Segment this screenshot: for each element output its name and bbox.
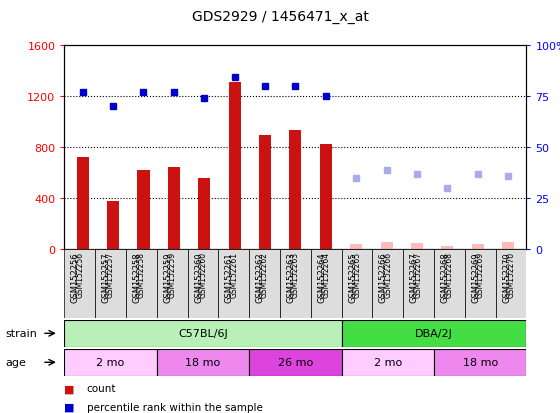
Bar (411, 244, 423, 250)
Text: ■: ■ (64, 402, 75, 412)
Text: GSM152268: GSM152268 (445, 251, 454, 297)
Bar (157, 349, 249, 376)
Bar (472, 244, 484, 250)
Text: GSM152266: GSM152266 (379, 252, 388, 303)
Bar (64, 250, 95, 318)
Bar (441, 246, 454, 250)
Bar (259, 136, 271, 250)
Bar (198, 178, 211, 250)
Text: C57BL/6J: C57BL/6J (178, 328, 228, 339)
Text: strain: strain (6, 328, 38, 339)
Bar (249, 349, 342, 376)
Text: count: count (87, 383, 116, 393)
Bar (95, 250, 126, 318)
Text: 26 mo: 26 mo (278, 357, 313, 368)
Text: GSM152259: GSM152259 (163, 252, 172, 302)
Text: GSM152269: GSM152269 (471, 252, 480, 302)
Bar (137, 171, 150, 250)
Text: GSM152257: GSM152257 (106, 251, 115, 297)
Text: 2 mo: 2 mo (96, 357, 125, 368)
Text: GSM152268: GSM152268 (440, 252, 449, 303)
Text: 18 mo: 18 mo (463, 357, 498, 368)
Bar (168, 168, 180, 250)
Bar (77, 158, 88, 250)
Text: GSM152270: GSM152270 (506, 251, 516, 297)
Text: GSM152267: GSM152267 (414, 251, 423, 297)
Text: GSM152270: GSM152270 (502, 252, 511, 302)
Bar (188, 250, 218, 318)
Text: GSM152260: GSM152260 (198, 251, 208, 297)
Text: GSM152265: GSM152265 (348, 252, 357, 302)
Text: GDS2929 / 1456471_x_at: GDS2929 / 1456471_x_at (192, 10, 368, 24)
Bar (157, 250, 188, 318)
Bar (228, 83, 241, 250)
Bar (434, 250, 465, 318)
Text: GSM152261: GSM152261 (225, 252, 234, 302)
Text: GSM152256: GSM152256 (71, 252, 80, 302)
Text: ■: ■ (64, 383, 75, 393)
Bar (311, 250, 342, 318)
Text: GSM152258: GSM152258 (132, 252, 141, 302)
Bar (249, 250, 280, 318)
Bar (465, 250, 496, 318)
Text: GSM152265: GSM152265 (352, 251, 362, 297)
Text: GSM152266: GSM152266 (383, 251, 393, 297)
Text: DBA/2J: DBA/2J (415, 328, 453, 339)
Text: percentile rank within the sample: percentile rank within the sample (87, 402, 263, 412)
Bar (107, 201, 119, 250)
Bar (342, 349, 434, 376)
Text: GSM152263: GSM152263 (291, 251, 300, 297)
Bar (403, 250, 434, 318)
Text: GSM152258: GSM152258 (137, 251, 146, 297)
Text: 2 mo: 2 mo (374, 357, 402, 368)
Text: GSM152264: GSM152264 (317, 252, 326, 302)
Bar (280, 250, 311, 318)
Text: GSM152257: GSM152257 (101, 252, 111, 302)
Text: GSM152262: GSM152262 (255, 252, 264, 302)
Text: GSM152267: GSM152267 (409, 252, 419, 303)
Text: GSM152260: GSM152260 (194, 252, 203, 302)
Bar (434, 349, 526, 376)
Bar (290, 131, 301, 250)
Text: GSM152269: GSM152269 (475, 251, 485, 297)
Bar (320, 145, 332, 250)
Bar (218, 250, 249, 318)
Bar (350, 245, 362, 250)
Bar (342, 320, 526, 347)
Text: GSM152262: GSM152262 (260, 251, 269, 297)
Text: GSM152259: GSM152259 (167, 251, 177, 297)
Bar (64, 349, 157, 376)
Text: 18 mo: 18 mo (185, 357, 221, 368)
Bar (496, 250, 526, 318)
Bar (372, 250, 403, 318)
Bar (64, 320, 342, 347)
Text: GSM152264: GSM152264 (321, 251, 331, 297)
Bar (342, 250, 372, 318)
Text: GSM152263: GSM152263 (286, 252, 296, 303)
Bar (380, 243, 393, 250)
Text: GSM152261: GSM152261 (229, 251, 239, 297)
Text: age: age (6, 357, 26, 368)
Bar (126, 250, 157, 318)
Text: GSM152256: GSM152256 (75, 251, 85, 297)
Bar (502, 243, 514, 250)
